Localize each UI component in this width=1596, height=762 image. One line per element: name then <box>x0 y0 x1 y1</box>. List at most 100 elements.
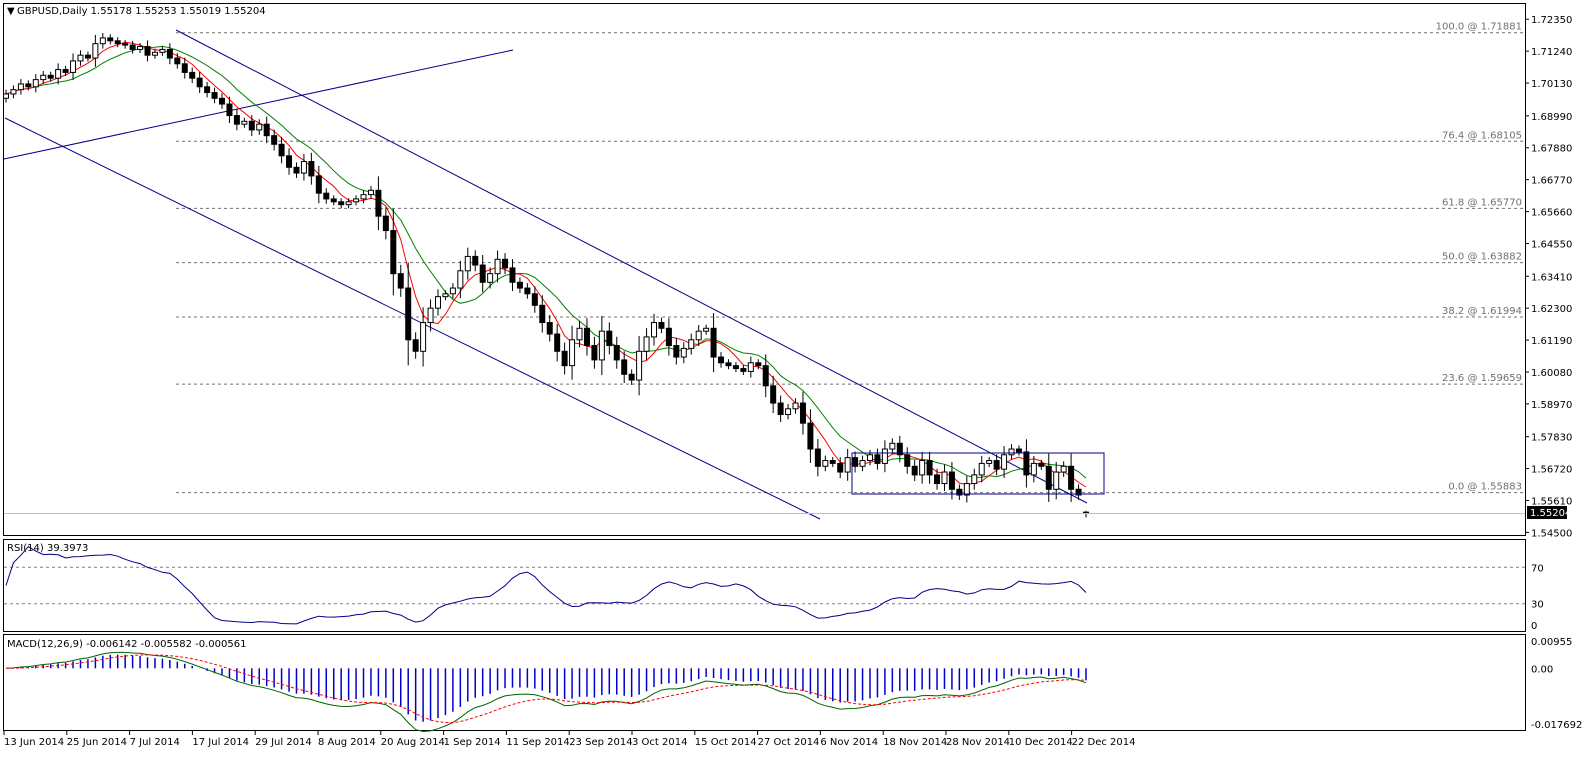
candle-bear <box>144 46 151 56</box>
candle-bear <box>397 273 404 289</box>
candle-bull <box>353 198 360 203</box>
candle-bull <box>643 336 650 352</box>
candle-bull <box>241 120 248 125</box>
candle-bull <box>792 402 799 410</box>
candle-bear <box>129 44 136 50</box>
fib-level-label: 50.0 @ 1.63882 <box>1442 252 1522 263</box>
macd-indicator: 0.00955 0.00 -0.017692 <box>5 637 1582 733</box>
price-tick-label: 1.71240 <box>1531 47 1572 58</box>
candle-bear <box>330 198 337 203</box>
candle-bear <box>375 189 382 217</box>
fib-level-label: 100.0 @ 1.71881 <box>1436 22 1522 33</box>
price-tick-label: 1.58970 <box>1531 400 1572 411</box>
price-tick-label: 1.65660 <box>1531 208 1572 219</box>
ma-fast-line <box>5 41 1087 488</box>
time-tick-label: 7 Jul 2014 <box>130 737 180 748</box>
candle-bear <box>211 92 218 99</box>
candle-bull <box>457 270 464 289</box>
candle-bear <box>531 293 538 306</box>
candle-bear <box>896 442 903 456</box>
candle-bear <box>278 143 285 157</box>
candle-bull <box>867 454 873 462</box>
candle-bear <box>755 362 762 367</box>
macd-signal-line <box>5 654 1087 723</box>
candle-bull <box>256 123 263 131</box>
current-price-label: 1.55204 <box>1530 508 1571 519</box>
candle-bear <box>181 63 188 73</box>
rsi-tick-label: 0 <box>1531 621 1537 632</box>
candle-bull <box>598 330 605 361</box>
main-panel-frame <box>3 3 1526 536</box>
candle-bear <box>1015 448 1022 453</box>
candle-bull <box>10 89 17 95</box>
candle-bull <box>300 161 307 174</box>
macd-main-line <box>5 651 1087 733</box>
candle-bull <box>345 201 352 206</box>
candle-bear <box>718 356 725 364</box>
price-tick-label: 1.70130 <box>1531 79 1572 90</box>
candle-bull <box>844 457 851 473</box>
candle-bull <box>1001 454 1008 470</box>
candle-bear <box>509 267 516 283</box>
candle-bear <box>874 454 881 464</box>
price-tick-label: 1.61190 <box>1531 336 1572 347</box>
price-tick-label: 1.68990 <box>1531 112 1572 123</box>
candle-bull <box>159 48 166 53</box>
candle-bear <box>725 362 732 367</box>
fibonacci-levels: 100.0 @ 1.71881 76.4 @ 1.68105 61.8 @ 1.65… <box>176 22 1525 494</box>
candle-bull <box>17 83 24 91</box>
time-tick-label: 10 Dec 2014 <box>1009 737 1073 748</box>
candle-bear <box>308 161 315 177</box>
price-tick-label: 1.67880 <box>1531 144 1572 155</box>
candle-bear <box>911 465 918 476</box>
rsi-title: RSI(14) 39.3973 <box>7 543 88 554</box>
candle-bear <box>829 460 836 464</box>
candle-bear <box>561 350 568 367</box>
macd-title: MACD(12,26,9) -0.006142 -0.005582 -0.000… <box>7 639 246 650</box>
candle-bear <box>226 103 233 117</box>
fib-level-label: 76.4 @ 1.68105 <box>1442 130 1522 141</box>
candle-bear <box>658 322 665 329</box>
time-tick-label: 6 Nov 2014 <box>820 737 878 748</box>
candle-bull <box>680 347 687 358</box>
rsi-tick-label: 30 <box>1531 600 1544 611</box>
candle-bear <box>762 365 769 387</box>
time-tick-label: 1 Sep 2014 <box>444 737 501 748</box>
fib-level-label: 0.0 @ 1.55883 <box>1448 482 1522 493</box>
price-tick-label: 1.72350 <box>1531 15 1572 26</box>
candle-bear <box>539 304 546 324</box>
candle-bear <box>1075 488 1082 496</box>
candle-bear <box>516 281 523 289</box>
fib-level-label: 61.8 @ 1.65770 <box>1442 197 1522 208</box>
candle-bull <box>636 350 643 381</box>
candle-bear <box>1023 451 1030 476</box>
candle-bull <box>978 462 985 476</box>
candle-bear <box>47 74 54 79</box>
candle-bear <box>613 345 620 361</box>
time-tick-label: 11 Sep 2014 <box>506 737 569 748</box>
candle-bear <box>591 345 598 361</box>
time-tick-label: 15 Oct 2014 <box>695 737 757 748</box>
time-tick-label: 23 Sep 2014 <box>569 737 632 748</box>
candle-bull <box>963 483 970 496</box>
candle-bull <box>569 339 576 367</box>
candle-bull <box>137 46 144 50</box>
fib-level-label: 38.2 @ 1.61994 <box>1442 306 1522 317</box>
candle-bear <box>583 327 590 347</box>
time-tick-label: 29 Jul 2014 <box>255 737 312 748</box>
fib-level-label: 23.6 @ 1.59659 <box>1442 373 1522 384</box>
candle-bull <box>92 43 99 59</box>
channel-upper-line <box>175 29 1088 504</box>
price-tick-label: 1.63410 <box>1531 272 1572 283</box>
candle-bear <box>315 175 322 194</box>
candle-bear <box>740 368 747 372</box>
candle-bull <box>986 460 993 464</box>
candle-bear <box>814 448 821 467</box>
candle-bear <box>554 333 561 352</box>
candle-bull <box>487 273 494 283</box>
candle-bull <box>1030 462 1037 476</box>
time-tick-label: 28 Nov 2014 <box>946 737 1010 748</box>
current-price-box <box>1527 506 1567 519</box>
candle-bull <box>703 327 710 332</box>
